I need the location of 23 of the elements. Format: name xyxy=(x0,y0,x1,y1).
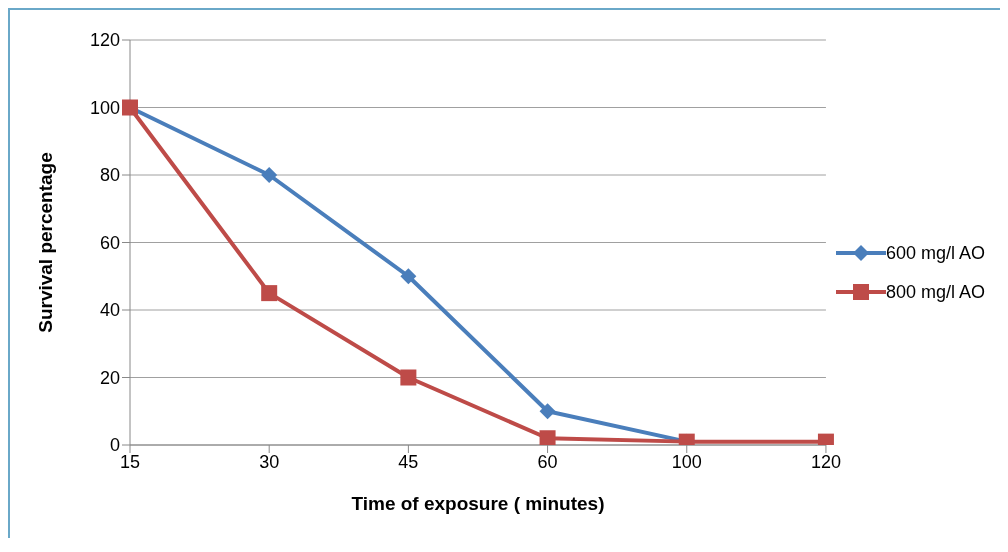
y-axis-title: Survival percentage xyxy=(34,152,56,333)
y-tick-label: 20 xyxy=(99,367,120,388)
point xyxy=(539,430,556,445)
y-tick-label: 40 xyxy=(99,300,120,321)
point xyxy=(400,268,417,285)
legend-label: 800 mg/l AO xyxy=(885,281,985,303)
point xyxy=(261,285,278,302)
x-axis-title: Time of exposure ( minutes) xyxy=(351,493,605,514)
y-tick-label: 0 xyxy=(109,435,120,456)
x-tick-label: 100 xyxy=(671,451,702,472)
y-tick-label: 100 xyxy=(89,97,120,118)
x-tick-label: 45 xyxy=(398,451,419,472)
x-tick-label: 60 xyxy=(537,451,558,472)
point xyxy=(400,369,417,386)
legend-label: 600 mg/l AO xyxy=(885,242,985,264)
point xyxy=(261,167,278,183)
x-tick-label: 120 xyxy=(810,451,841,472)
y-tick-label: 80 xyxy=(99,165,120,186)
x-tick-label: 15 xyxy=(119,451,141,472)
y-tick-label: 120 xyxy=(89,30,120,51)
y-tick-label: 60 xyxy=(99,232,120,253)
point xyxy=(539,403,556,420)
x-tick-label: 30 xyxy=(259,451,280,472)
